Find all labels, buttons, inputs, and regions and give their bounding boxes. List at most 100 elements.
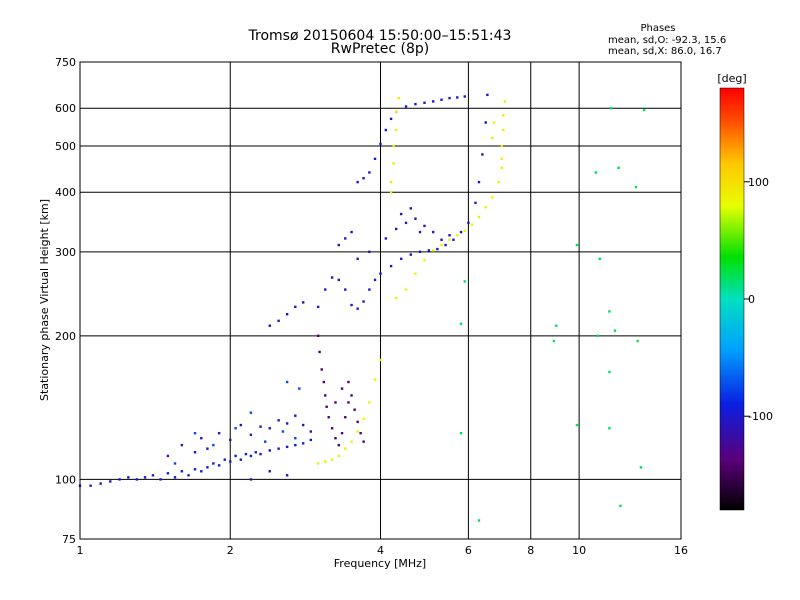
data-point bbox=[180, 470, 184, 473]
data-point bbox=[399, 212, 403, 216]
data-point bbox=[301, 423, 305, 427]
data-point bbox=[337, 243, 341, 247]
data-point bbox=[350, 230, 353, 234]
data-point bbox=[384, 128, 388, 132]
data-point bbox=[491, 136, 494, 140]
data-point bbox=[373, 378, 377, 381]
data-point bbox=[368, 171, 371, 174]
y-tick-label: 400 bbox=[55, 186, 76, 199]
data-point bbox=[334, 437, 337, 440]
y-tick-label: 100 bbox=[55, 473, 76, 486]
data-point bbox=[324, 394, 327, 397]
data-point bbox=[596, 334, 599, 338]
data-point bbox=[322, 380, 326, 384]
data-point bbox=[309, 438, 312, 442]
data-point bbox=[350, 303, 353, 307]
data-point bbox=[337, 443, 341, 447]
data-point bbox=[151, 474, 155, 477]
data-point bbox=[344, 416, 347, 419]
data-point bbox=[337, 454, 341, 458]
data-point bbox=[166, 472, 170, 475]
data-point bbox=[99, 482, 102, 485]
data-point bbox=[200, 437, 203, 440]
data-point bbox=[324, 288, 327, 291]
data-point bbox=[492, 121, 496, 124]
data-point bbox=[502, 114, 505, 117]
data-point bbox=[350, 394, 353, 397]
data-point bbox=[340, 431, 344, 435]
data-point bbox=[484, 206, 487, 209]
data-point bbox=[389, 264, 393, 268]
x-tick-label: 16 bbox=[674, 544, 688, 557]
data-point bbox=[484, 121, 487, 124]
chart-subtitle: RwPretec (8p) bbox=[331, 41, 429, 57]
data-point bbox=[394, 296, 398, 300]
data-point bbox=[337, 278, 341, 282]
data-point bbox=[316, 462, 320, 465]
data-point bbox=[452, 238, 455, 241]
data-point bbox=[440, 243, 443, 247]
data-point bbox=[298, 387, 301, 390]
data-point bbox=[389, 180, 393, 184]
data-point bbox=[344, 447, 347, 450]
data-point bbox=[463, 95, 466, 98]
data-point bbox=[440, 238, 443, 241]
data-point bbox=[418, 230, 422, 234]
data-point bbox=[500, 144, 504, 148]
data-point bbox=[180, 443, 184, 447]
data-point bbox=[379, 358, 382, 362]
x-tick-label: 4 bbox=[377, 544, 384, 557]
data-point bbox=[200, 470, 203, 473]
colorbar-label: [deg] bbox=[717, 72, 746, 85]
data-point bbox=[389, 117, 393, 121]
data-point bbox=[456, 96, 459, 99]
data-point bbox=[143, 476, 147, 479]
data-point bbox=[109, 480, 112, 483]
data-point bbox=[459, 322, 463, 325]
data-point bbox=[414, 272, 417, 275]
data-point bbox=[555, 324, 558, 327]
data-point bbox=[309, 430, 312, 433]
data-point bbox=[642, 108, 646, 112]
data-point bbox=[359, 431, 362, 435]
data-point bbox=[212, 462, 215, 465]
data-point bbox=[477, 215, 481, 219]
data-point bbox=[414, 217, 417, 220]
data-point bbox=[463, 280, 466, 283]
data-point bbox=[254, 451, 257, 454]
data-point bbox=[394, 110, 398, 113]
data-point bbox=[423, 259, 426, 262]
data-point bbox=[193, 451, 197, 454]
data-point bbox=[394, 227, 398, 231]
y-tick-label: 500 bbox=[55, 140, 76, 153]
data-point bbox=[187, 474, 190, 477]
data-point bbox=[409, 207, 412, 210]
data-point bbox=[477, 519, 481, 522]
x-tick-label: 8 bbox=[527, 544, 534, 557]
data-point bbox=[608, 310, 611, 313]
data-point bbox=[173, 476, 177, 479]
data-point bbox=[234, 427, 237, 430]
data-point bbox=[268, 324, 271, 327]
data-point bbox=[634, 185, 638, 189]
data-point bbox=[503, 100, 507, 103]
phase-stats-o: mean, sd,O: -92.3, 15.6 bbox=[608, 35, 726, 46]
data-point bbox=[356, 420, 359, 424]
data-point bbox=[340, 387, 344, 390]
data-point bbox=[294, 437, 297, 440]
data-point bbox=[440, 98, 443, 101]
data-point bbox=[320, 368, 323, 371]
data-point bbox=[316, 334, 320, 338]
data-point bbox=[456, 234, 459, 237]
data-point bbox=[431, 100, 435, 103]
colorbar-ticks: 100 0 -100 bbox=[744, 176, 773, 423]
data-point bbox=[356, 430, 359, 433]
data-point bbox=[368, 250, 371, 254]
data-point bbox=[608, 370, 611, 374]
data-point bbox=[552, 339, 556, 343]
phase-stats-x: mean, sd,X: 86.0, 16.7 bbox=[608, 46, 722, 57]
plot-frame bbox=[79, 61, 682, 540]
data-point bbox=[389, 191, 393, 194]
data-point bbox=[477, 180, 481, 184]
data-point bbox=[467, 221, 470, 225]
